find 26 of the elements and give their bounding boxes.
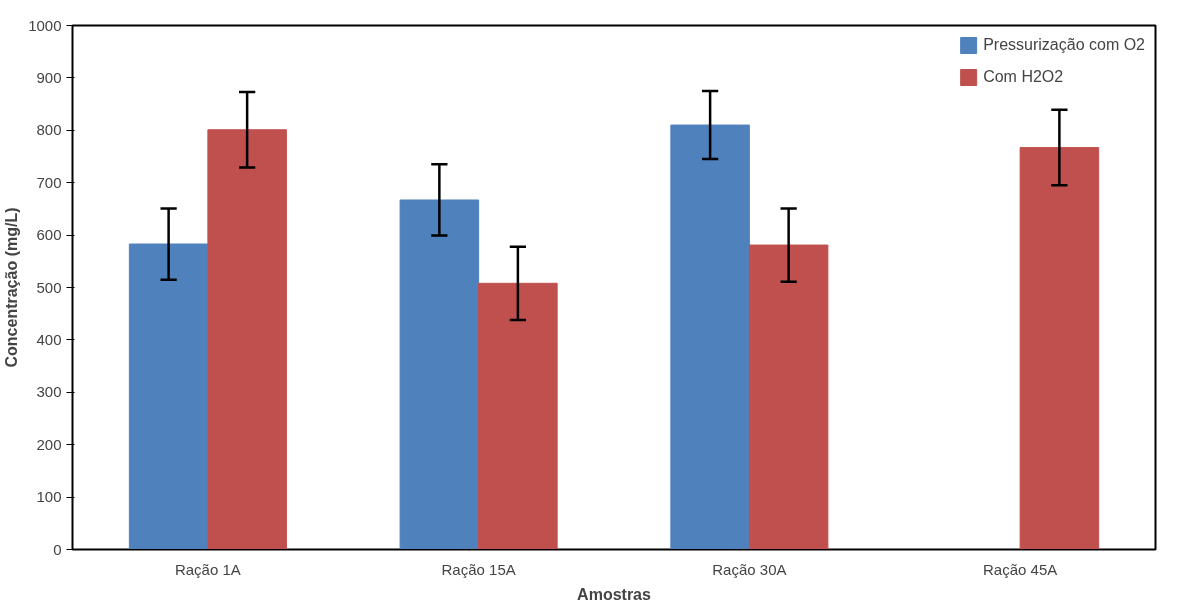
y-tick-label: 300 [36, 383, 62, 401]
y-tick-label: 1000 [28, 16, 62, 34]
x-axis-title: Amostras [577, 585, 651, 603]
bar [399, 199, 480, 550]
y-tick-label: 600 [36, 226, 62, 244]
y-axis-title: Concentração (mg/L) [3, 207, 21, 368]
bar [207, 129, 287, 550]
legend-label: Pressurização com O2 [983, 36, 1145, 54]
bar [670, 124, 750, 550]
y-tick-label: 200 [36, 435, 62, 453]
x-tick-label: Ração 45A [983, 560, 1058, 578]
y-tick-label: 500 [36, 278, 62, 296]
x-tick-label: Ração 1A [174, 560, 241, 578]
y-tick-label: 100 [36, 488, 62, 506]
bar [128, 243, 209, 550]
x-tick-label: Ração 30A [712, 560, 787, 578]
y-tick-label: 400 [36, 330, 62, 348]
y-tick-label: 700 [36, 173, 62, 191]
bar [478, 282, 558, 550]
bar [1019, 147, 1100, 550]
bar [748, 244, 829, 550]
legend-label: Com H2O2 [983, 68, 1064, 86]
y-tick-label: 900 [36, 68, 62, 86]
x-tick-label: Ração 15A [441, 560, 516, 578]
y-tick-label: 800 [36, 121, 62, 139]
y-tick-label: 0 [53, 540, 62, 558]
